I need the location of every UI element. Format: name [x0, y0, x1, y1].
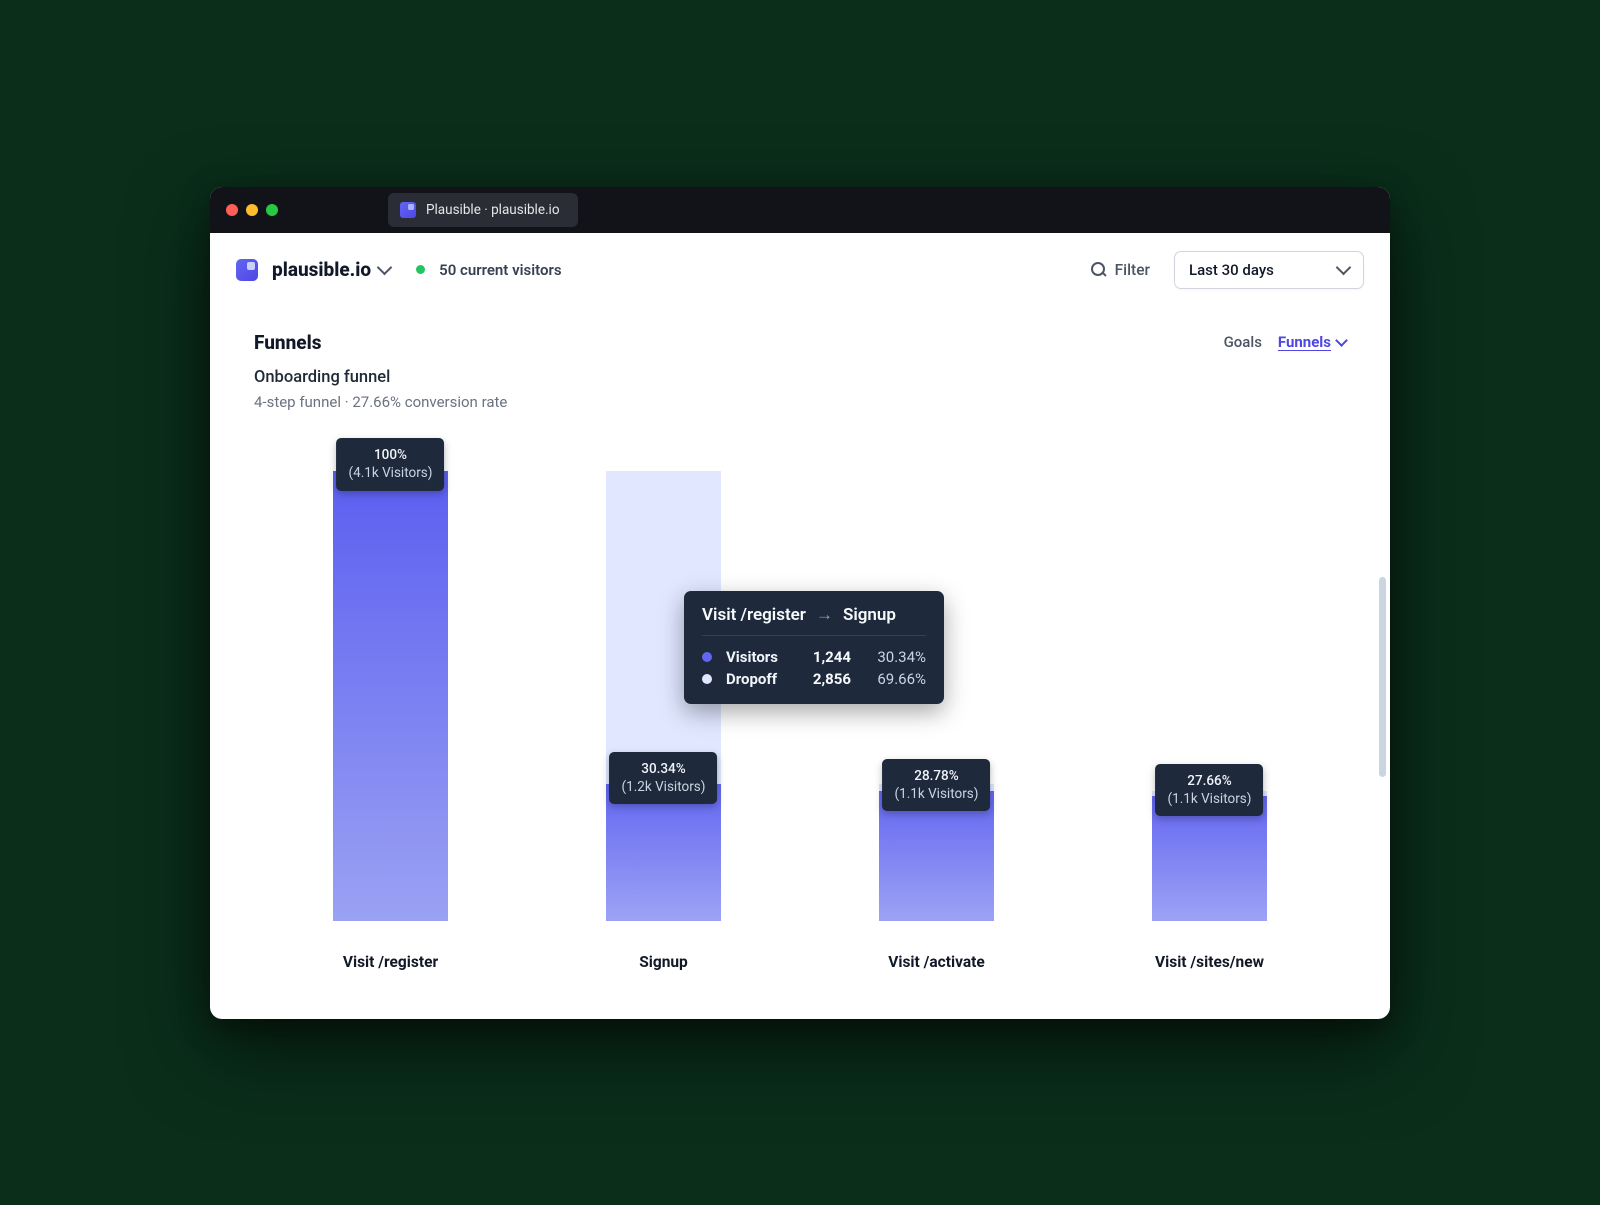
date-range-label: Last 30 days	[1189, 261, 1274, 279]
funnel-step-pct: 30.34%	[622, 760, 706, 778]
tab-goals[interactable]: Goals	[1224, 333, 1262, 351]
funnel-step-visitors: (1.1k Visitors)	[895, 785, 979, 803]
tooltip-row-pct: 69.66%	[861, 670, 926, 688]
tooltip-row-value: 1,244	[796, 648, 851, 666]
funnel-step-fg-bar	[333, 471, 448, 921]
app-window: Plausible · plausible.io plausible.io 50…	[210, 187, 1390, 1019]
funnel-step-label: Visit /activate	[816, 953, 1056, 971]
bar-labels-row: Visit /register Signup Visit /activate Visi…	[254, 953, 1346, 971]
funnel-name: Onboarding funnel	[254, 368, 1346, 387]
funnel-step-visitors: (1.1k Visitors)	[1168, 790, 1252, 808]
tooltip-header: Visit /register → Signup	[702, 605, 926, 636]
chevron-down-icon	[1336, 260, 1352, 276]
site-selector[interactable]: plausible.io	[272, 258, 390, 281]
funnels-card: Funnels Goals Funnels Onboarding funnel …	[230, 311, 1370, 995]
scrollbar-thumb[interactable]	[1379, 577, 1386, 777]
tooltip-row-pct: 30.34%	[861, 648, 926, 666]
series-dot-icon	[702, 652, 712, 662]
funnel-step-pct: 28.78%	[895, 767, 979, 785]
window-minimize-button[interactable]	[246, 204, 258, 216]
arrow-right-icon: →	[816, 605, 833, 625]
funnel-step-fg-bar	[606, 784, 721, 921]
tab-funnels-label: Funnels	[1278, 333, 1331, 351]
funnel-step-badge: 28.78%(1.1k Visitors)	[883, 759, 991, 811]
plausible-favicon-icon	[400, 202, 416, 218]
card-tabs: Goals Funnels	[1224, 333, 1346, 351]
tooltip-to: Signup	[843, 605, 896, 625]
tab-funnels[interactable]: Funnels	[1278, 333, 1346, 351]
funnel-step-label: Signup	[543, 953, 783, 971]
live-visitors-text[interactable]: 50 current visitors	[439, 261, 561, 279]
titlebar: Plausible · plausible.io	[210, 187, 1390, 233]
plausible-logo-icon	[236, 259, 258, 281]
browser-tab[interactable]: Plausible · plausible.io	[388, 193, 578, 227]
window-close-button[interactable]	[226, 204, 238, 216]
tooltip-row: Visitors 1,244 30.34%	[702, 646, 926, 668]
window-maximize-button[interactable]	[266, 204, 278, 216]
tooltip-row-label: Visitors	[726, 648, 786, 666]
funnel-step[interactable]: 100%(4.1k Visitors)	[270, 471, 510, 921]
funnel-step-badge: 30.34%(1.2k Visitors)	[610, 752, 718, 804]
browser-tab-title: Plausible · plausible.io	[426, 202, 560, 218]
series-dot-icon	[702, 674, 712, 684]
live-indicator-dot	[416, 265, 425, 274]
funnel-subline: 4-step funnel · 27.66% conversion rate	[254, 393, 1346, 411]
filter-button[interactable]: Filter	[1081, 255, 1160, 285]
card-title: Funnels	[254, 331, 321, 354]
funnel-chart: 100%(4.1k Visitors)30.34%(1.2k Visitors)…	[254, 471, 1346, 971]
filter-label: Filter	[1115, 261, 1150, 279]
funnel-step-visitors: (4.1k Visitors)	[349, 464, 433, 482]
funnel-step-pct: 100%	[349, 446, 433, 464]
funnel-step-visitors: (1.2k Visitors)	[622, 778, 706, 796]
step-tooltip: Visit /register → Signup Visitors 1,244 30…	[684, 591, 944, 704]
funnel-step-label: Visit /sites/new	[1089, 953, 1329, 971]
search-icon	[1091, 262, 1107, 278]
tooltip-row: Dropoff 2,856 69.66%	[702, 668, 926, 690]
funnel-step-badge: 100%(4.1k Visitors)	[337, 438, 445, 490]
chevron-down-icon	[1335, 334, 1348, 347]
funnel-step-pct: 27.66%	[1168, 772, 1252, 790]
tooltip-row-label: Dropoff	[726, 670, 786, 688]
card-header: Funnels Goals Funnels	[254, 331, 1346, 354]
traffic-lights	[226, 204, 278, 216]
funnel-step-label: Visit /register	[270, 953, 510, 971]
tooltip-row-value: 2,856	[796, 670, 851, 688]
funnel-step-badge: 27.66%(1.1k Visitors)	[1156, 764, 1264, 816]
tooltip-from: Visit /register	[702, 605, 806, 625]
page-header: plausible.io 50 current visitors Filter …	[210, 233, 1390, 307]
site-name: plausible.io	[272, 258, 371, 281]
chevron-down-icon	[377, 260, 393, 276]
date-range-selector[interactable]: Last 30 days	[1174, 251, 1364, 289]
funnel-step[interactable]: 27.66%(1.1k Visitors)	[1089, 471, 1329, 921]
